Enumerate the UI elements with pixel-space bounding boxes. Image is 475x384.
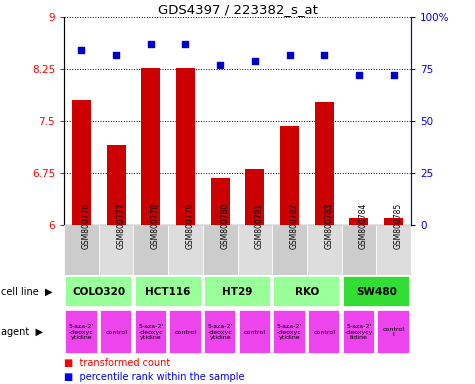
Bar [64, 225, 99, 275]
Text: 5-aza-2'
-deoxyc
ytidine: 5-aza-2' -deoxyc ytidine [277, 324, 302, 340]
Bar [245, 169, 265, 225]
Point [147, 41, 155, 47]
Bar [210, 178, 230, 225]
Text: agent  ▶: agent ▶ [1, 327, 43, 337]
Text: GSM800783: GSM800783 [324, 203, 333, 249]
Text: GSM800781: GSM800781 [255, 203, 264, 249]
Text: 5-aza-2'
-deoxyc
ytidine: 5-aza-2' -deoxyc ytidine [208, 324, 233, 340]
Bar [342, 225, 376, 275]
Text: ■  transformed count: ■ transformed count [64, 358, 171, 368]
Text: GSM800780: GSM800780 [220, 203, 229, 249]
Bar [169, 310, 202, 354]
Bar [377, 310, 410, 354]
Bar [384, 218, 403, 225]
Bar [99, 225, 133, 275]
Text: GSM800778: GSM800778 [151, 203, 160, 249]
Point [181, 41, 189, 47]
Bar [168, 225, 203, 275]
Text: 5-aza-2'
-deoxyc
ytidine: 5-aza-2' -deoxyc ytidine [69, 324, 94, 340]
Bar [100, 310, 133, 354]
Point [251, 58, 259, 64]
Bar [203, 225, 238, 275]
Text: control: control [105, 329, 127, 335]
Bar [106, 145, 126, 225]
Bar [307, 225, 342, 275]
Text: control: control [174, 329, 197, 335]
Bar [273, 310, 306, 354]
Bar [134, 310, 167, 354]
Bar [342, 310, 375, 354]
Text: GSM800785: GSM800785 [393, 203, 402, 249]
Text: HCT116: HCT116 [145, 287, 191, 297]
Bar [133, 225, 168, 275]
Bar [204, 310, 237, 354]
Bar [273, 276, 341, 307]
Bar [238, 225, 272, 275]
Text: control
l: control l [382, 327, 405, 338]
Text: COLO320: COLO320 [72, 287, 125, 297]
Point [320, 51, 328, 58]
Text: SW480: SW480 [356, 287, 397, 297]
Text: HT29: HT29 [222, 287, 253, 297]
Text: GSM800784: GSM800784 [359, 203, 368, 249]
Bar [314, 102, 334, 225]
Bar [238, 310, 271, 354]
Text: RKO: RKO [294, 287, 319, 297]
Bar [349, 218, 369, 225]
Text: GSM800777: GSM800777 [116, 203, 125, 249]
Point [355, 72, 363, 78]
Text: GSM800776: GSM800776 [82, 203, 90, 249]
Bar [204, 276, 271, 307]
Point [113, 51, 120, 58]
Point [286, 51, 294, 58]
Point [390, 72, 397, 78]
Point [78, 47, 86, 53]
Text: cell line  ▶: cell line ▶ [1, 287, 52, 297]
Text: GSM800782: GSM800782 [290, 203, 298, 249]
Bar [65, 276, 133, 307]
Bar [308, 310, 341, 354]
Bar [342, 276, 410, 307]
Text: 5-aza-2'
-deoxyc
ytidine: 5-aza-2' -deoxyc ytidine [138, 324, 163, 340]
Text: control: control [313, 329, 335, 335]
Bar [141, 68, 161, 225]
Bar [176, 68, 195, 225]
Text: control: control [244, 329, 266, 335]
Text: GSM800779: GSM800779 [185, 203, 194, 249]
Point [217, 62, 224, 68]
Title: GDS4397 / 223382_s_at: GDS4397 / 223382_s_at [158, 3, 317, 16]
Bar [65, 310, 98, 354]
Text: ■  percentile rank within the sample: ■ percentile rank within the sample [64, 372, 245, 382]
Text: 5-aza-2'
-deoxycy
tidine: 5-aza-2' -deoxycy tidine [345, 324, 373, 340]
Bar [134, 276, 202, 307]
Bar [272, 225, 307, 275]
Bar [376, 225, 411, 275]
Bar [280, 126, 299, 225]
Bar [72, 100, 91, 225]
